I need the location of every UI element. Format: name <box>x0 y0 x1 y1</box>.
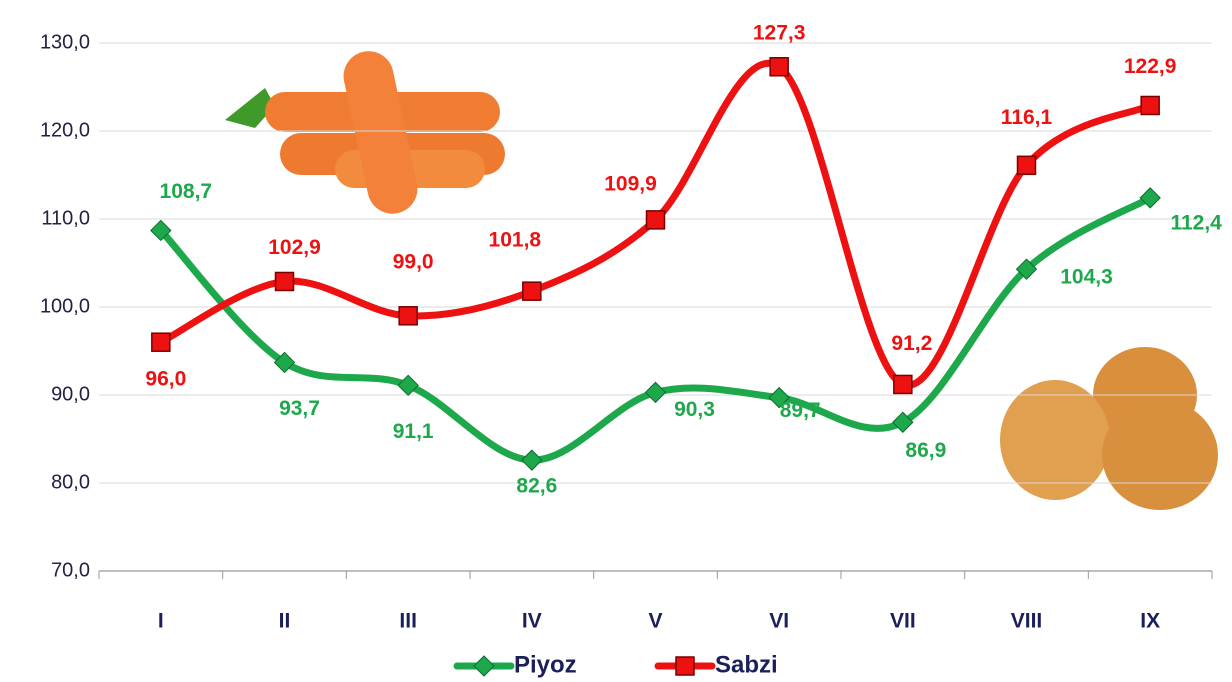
y-tick-label: 80,0 <box>51 471 90 493</box>
y-tick-label: 120,0 <box>40 119 90 141</box>
value-label: 116,1 <box>1001 106 1053 129</box>
value-label: 86,9 <box>905 439 946 462</box>
value-label: 109,9 <box>604 172 657 195</box>
value-label: 102,9 <box>268 236 321 259</box>
marker <box>1140 95 1160 116</box>
value-label: 91,1 <box>393 420 434 443</box>
marker <box>893 374 913 395</box>
value-label: 101,8 <box>489 229 542 252</box>
value-label: 96,0 <box>145 368 186 391</box>
legend-label: Sabzi <box>715 651 778 678</box>
legend-label: Piyoz <box>514 651 577 678</box>
x-tick-label: IV <box>522 610 542 633</box>
marker <box>892 411 914 433</box>
marker <box>644 381 667 404</box>
series-line <box>157 60 1154 389</box>
x-tick-label: V <box>648 610 662 633</box>
marker <box>273 351 296 374</box>
marker <box>397 374 419 397</box>
y-tick-label: 110,0 <box>41 207 90 229</box>
marker <box>1015 258 1038 280</box>
y-tick-label: 130,0 <box>40 31 90 53</box>
marker <box>150 219 172 242</box>
onion-image <box>1000 347 1218 510</box>
marker <box>274 271 295 292</box>
marker <box>675 656 695 676</box>
value-label: 90,3 <box>674 398 715 421</box>
y-tick-label: 100,0 <box>40 295 90 317</box>
x-tick-label: I <box>158 610 164 633</box>
marker <box>1139 187 1161 209</box>
value-label: 82,6 <box>516 475 557 498</box>
marker <box>473 655 495 677</box>
marker <box>521 449 543 471</box>
marker <box>151 332 171 352</box>
value-label: 99,0 <box>393 250 434 273</box>
x-tick-label: III <box>399 610 417 633</box>
marker <box>522 281 542 301</box>
marker <box>1016 155 1037 176</box>
marker <box>769 57 789 77</box>
x-tick-label: VII <box>890 610 916 633</box>
value-label: 104,3 <box>1060 266 1113 289</box>
value-label: 122,9 <box>1124 55 1177 78</box>
value-label: 89,7 <box>780 399 821 422</box>
value-label: 112,4 <box>1170 211 1222 234</box>
marker <box>645 210 666 230</box>
x-tick-label: II <box>279 610 291 633</box>
y-tick-label: 90,0 <box>51 383 90 405</box>
marker <box>398 306 418 326</box>
carrot-image <box>225 51 505 214</box>
value-label: 91,2 <box>891 332 932 355</box>
y-tick-label: 70,0 <box>51 559 90 581</box>
value-label: 108,7 <box>160 180 213 203</box>
x-tick-label: VI <box>769 610 789 633</box>
x-tick-label: IX <box>1140 610 1160 633</box>
value-label: 93,7 <box>279 397 320 420</box>
marker <box>768 386 790 409</box>
x-tick-label: VIII <box>1011 610 1043 633</box>
value-label: 127,3 <box>753 21 806 44</box>
